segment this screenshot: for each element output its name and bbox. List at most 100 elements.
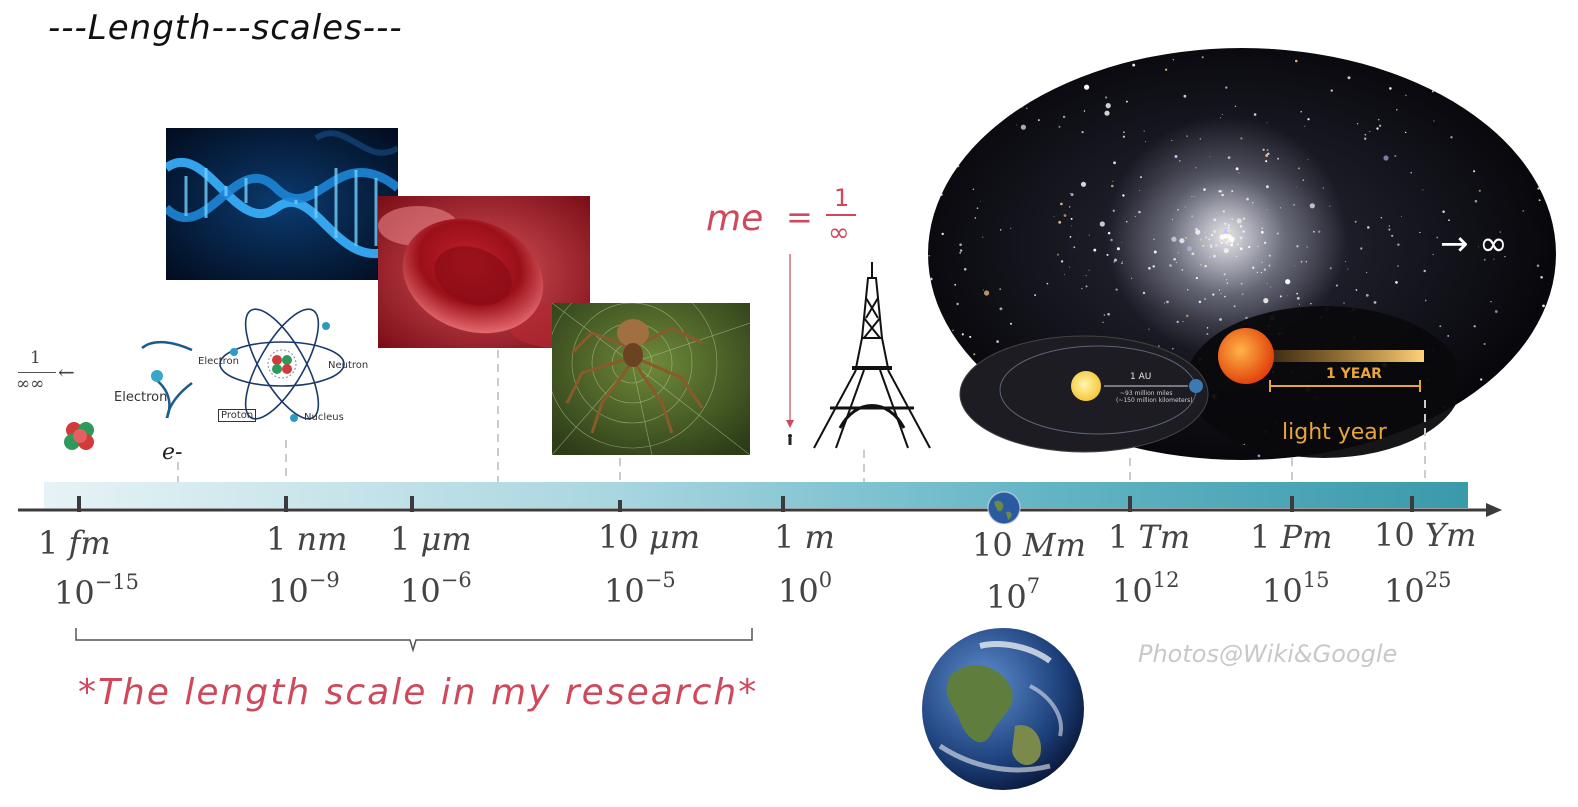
star-dot	[1221, 114, 1223, 116]
tick-unit-symbol: Tm	[1138, 518, 1191, 556]
star-dot	[1212, 225, 1215, 227]
star-dot	[1104, 96, 1108, 99]
atom-electron-label: Electron	[198, 356, 240, 367]
tick-power-base: 10	[400, 572, 441, 610]
right-limit-infinity: → ∞	[1440, 224, 1508, 264]
star-dot	[1113, 261, 1116, 263]
star-dot	[1433, 120, 1435, 122]
tick-power-label: 10−6	[400, 568, 472, 610]
tick-unit-symbol: fm	[68, 524, 111, 562]
star-dot	[1229, 234, 1231, 236]
star-dot	[1212, 293, 1215, 296]
star-dot	[1276, 232, 1279, 235]
star-dot	[1252, 266, 1255, 269]
star-dot	[1377, 118, 1380, 121]
star-dot	[1186, 246, 1193, 252]
star-dot	[1138, 210, 1141, 214]
tick-power-base: 10	[778, 572, 819, 610]
star-dot	[1123, 131, 1125, 134]
star-dot	[1367, 226, 1370, 229]
star-dot	[984, 290, 990, 296]
star-dot	[1296, 292, 1299, 295]
star-dot	[1171, 236, 1177, 242]
star-dot	[1224, 222, 1227, 225]
star-dot	[1153, 238, 1155, 240]
star-dot	[1394, 154, 1397, 158]
star-dot	[1148, 267, 1151, 270]
star-dot	[1230, 243, 1234, 247]
star-dot	[1191, 195, 1193, 198]
star-dot	[1224, 230, 1227, 234]
star-dot	[1231, 218, 1233, 220]
star-dot	[1058, 220, 1062, 224]
star-dot	[1410, 171, 1412, 174]
tick-power-exponent: 25	[1424, 568, 1452, 592]
au-label: 1 AU	[1130, 372, 1152, 382]
star-dot	[1422, 189, 1424, 191]
star-dot	[1034, 294, 1037, 297]
star-dot	[1219, 239, 1221, 242]
star-dot	[1016, 124, 1018, 126]
star-dot	[1220, 241, 1223, 244]
star-dot	[1264, 241, 1267, 244]
star-dot	[974, 217, 977, 219]
star-dot	[1295, 59, 1298, 63]
electron-symbol: e-	[162, 440, 183, 465]
star-dot	[1270, 286, 1272, 288]
tick-power-label: 1025	[1384, 568, 1451, 610]
star-dot	[1053, 216, 1055, 218]
star-dot	[1060, 260, 1064, 263]
star-dot	[1432, 90, 1434, 93]
star-dot	[1213, 254, 1216, 258]
tick-unit-symbol: μm	[420, 520, 472, 558]
star-dot	[1439, 325, 1442, 328]
star-dot	[1122, 135, 1125, 138]
star-dot	[1230, 230, 1232, 232]
star-dot	[1206, 332, 1209, 336]
tick-unit-label: 1 m	[774, 518, 835, 556]
star-dot	[1229, 232, 1233, 235]
star-dot	[1389, 87, 1392, 90]
star-dot	[1181, 269, 1183, 271]
star-dot	[1268, 254, 1271, 257]
star-dot	[1107, 231, 1111, 235]
star-dot	[1388, 225, 1390, 227]
star-dot	[1219, 189, 1223, 193]
star-dot	[1195, 167, 1197, 169]
me-equation-lhs: me	[706, 198, 764, 239]
star-dot	[972, 188, 975, 190]
star-dot	[1483, 258, 1486, 261]
star-dot	[1480, 378, 1483, 381]
star-dot	[999, 229, 1002, 231]
tick-unit-number: 1	[266, 520, 297, 558]
star-dot	[1205, 236, 1208, 239]
electron-label: Electron	[114, 390, 168, 405]
tick-power-label: 1015	[1262, 568, 1329, 610]
star-dot	[1083, 110, 1086, 112]
star-dot	[1064, 274, 1066, 276]
star-dot	[929, 277, 933, 281]
star-dot	[1286, 294, 1288, 296]
star-dot	[961, 333, 964, 336]
star-dot	[1221, 193, 1224, 197]
tick-power-label: 10−5	[604, 568, 676, 610]
star-dot	[1224, 238, 1227, 242]
star-dot	[1227, 230, 1230, 232]
tick-unit-number: 1	[390, 520, 421, 558]
tick-power-exponent: 12	[1152, 568, 1180, 592]
star-dot	[1345, 261, 1347, 263]
star-dot	[1296, 245, 1299, 248]
star-dot	[1400, 215, 1402, 217]
au-miles: ~93 million miles	[1120, 390, 1173, 397]
star-dot	[1253, 113, 1257, 116]
star-dot	[1235, 167, 1239, 171]
star-dot	[1176, 320, 1179, 324]
star-dot	[1099, 221, 1105, 227]
tick-power-exponent: 0	[818, 568, 833, 592]
star-dot	[1494, 310, 1498, 313]
star-dot	[1171, 347, 1174, 350]
star-dot	[1266, 282, 1268, 284]
star-dot	[1177, 208, 1179, 211]
me-equation-denominator: ∞	[828, 218, 850, 248]
tick-power-base: 10	[1384, 572, 1425, 610]
